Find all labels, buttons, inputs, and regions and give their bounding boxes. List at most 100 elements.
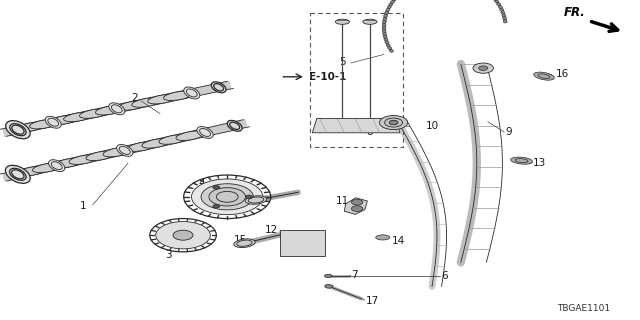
Ellipse shape <box>335 19 349 24</box>
Circle shape <box>173 230 193 240</box>
Text: 1: 1 <box>80 201 86 212</box>
Ellipse shape <box>385 41 389 44</box>
Ellipse shape <box>176 131 205 140</box>
Ellipse shape <box>382 29 386 32</box>
Ellipse shape <box>390 0 395 3</box>
Ellipse shape <box>54 158 83 168</box>
Ellipse shape <box>388 46 392 50</box>
Ellipse shape <box>498 5 502 9</box>
Ellipse shape <box>111 105 122 113</box>
Ellipse shape <box>95 106 125 115</box>
Ellipse shape <box>515 159 528 163</box>
Circle shape <box>156 221 211 249</box>
Circle shape <box>380 116 408 130</box>
Ellipse shape <box>211 82 226 93</box>
Ellipse shape <box>383 20 387 23</box>
Ellipse shape <box>503 20 507 23</box>
Ellipse shape <box>16 122 45 132</box>
Circle shape <box>351 206 363 212</box>
FancyBboxPatch shape <box>280 230 325 256</box>
Ellipse shape <box>389 49 394 52</box>
Text: 14: 14 <box>392 236 405 246</box>
Ellipse shape <box>237 240 252 246</box>
Polygon shape <box>312 118 400 133</box>
Circle shape <box>216 191 238 202</box>
Circle shape <box>209 188 246 206</box>
Ellipse shape <box>184 87 200 99</box>
Ellipse shape <box>376 235 390 240</box>
Ellipse shape <box>49 160 65 172</box>
Text: 6: 6 <box>442 271 448 281</box>
Circle shape <box>213 204 220 208</box>
Ellipse shape <box>118 101 147 110</box>
Ellipse shape <box>127 142 156 151</box>
Text: 2: 2 <box>131 92 138 103</box>
Ellipse shape <box>363 19 377 24</box>
Ellipse shape <box>159 135 188 144</box>
Polygon shape <box>344 198 367 214</box>
Ellipse shape <box>79 109 109 118</box>
Text: 5: 5 <box>339 57 346 67</box>
Ellipse shape <box>383 32 387 35</box>
Ellipse shape <box>186 89 197 97</box>
Ellipse shape <box>497 3 500 6</box>
Ellipse shape <box>5 165 30 183</box>
Ellipse shape <box>234 239 255 248</box>
Text: 12: 12 <box>264 225 278 236</box>
Ellipse shape <box>384 38 388 41</box>
Ellipse shape <box>502 17 506 20</box>
Text: E-10-1: E-10-1 <box>309 72 346 82</box>
Circle shape <box>246 195 252 198</box>
Ellipse shape <box>109 103 125 115</box>
Ellipse shape <box>45 116 61 128</box>
Ellipse shape <box>502 14 506 17</box>
Circle shape <box>191 179 263 215</box>
Ellipse shape <box>6 121 30 139</box>
Ellipse shape <box>388 3 393 6</box>
Ellipse shape <box>69 155 98 164</box>
Ellipse shape <box>214 84 223 91</box>
Ellipse shape <box>500 8 504 11</box>
Ellipse shape <box>86 151 115 161</box>
Ellipse shape <box>63 112 93 122</box>
Text: 4: 4 <box>198 178 205 188</box>
Ellipse shape <box>386 8 390 12</box>
Text: 7: 7 <box>351 269 357 280</box>
Text: 9: 9 <box>506 127 512 137</box>
Ellipse shape <box>383 35 387 38</box>
Ellipse shape <box>33 163 61 172</box>
Circle shape <box>351 199 363 205</box>
Ellipse shape <box>12 170 24 179</box>
Ellipse shape <box>200 128 211 136</box>
Ellipse shape <box>132 98 161 107</box>
Text: 10: 10 <box>426 121 439 132</box>
Text: 15: 15 <box>246 190 259 200</box>
Ellipse shape <box>538 74 550 78</box>
Ellipse shape <box>103 147 132 157</box>
Ellipse shape <box>142 139 171 148</box>
Ellipse shape <box>382 23 386 26</box>
Circle shape <box>479 66 488 70</box>
Circle shape <box>213 186 220 189</box>
Ellipse shape <box>18 166 47 176</box>
Ellipse shape <box>384 14 388 17</box>
Ellipse shape <box>383 17 387 20</box>
Ellipse shape <box>164 91 193 100</box>
Ellipse shape <box>382 26 386 29</box>
Ellipse shape <box>392 0 397 1</box>
Text: 11: 11 <box>335 196 349 206</box>
Circle shape <box>385 118 403 127</box>
Ellipse shape <box>227 120 242 131</box>
Ellipse shape <box>325 285 333 288</box>
Ellipse shape <box>116 144 133 156</box>
Circle shape <box>389 120 398 125</box>
Ellipse shape <box>12 125 24 134</box>
Text: FR.: FR. <box>564 6 586 19</box>
Ellipse shape <box>248 197 264 203</box>
Ellipse shape <box>148 94 177 104</box>
Ellipse shape <box>385 11 388 14</box>
Ellipse shape <box>50 115 79 124</box>
Text: 15: 15 <box>234 235 246 245</box>
Text: 13: 13 <box>533 158 547 168</box>
Ellipse shape <box>119 147 131 154</box>
